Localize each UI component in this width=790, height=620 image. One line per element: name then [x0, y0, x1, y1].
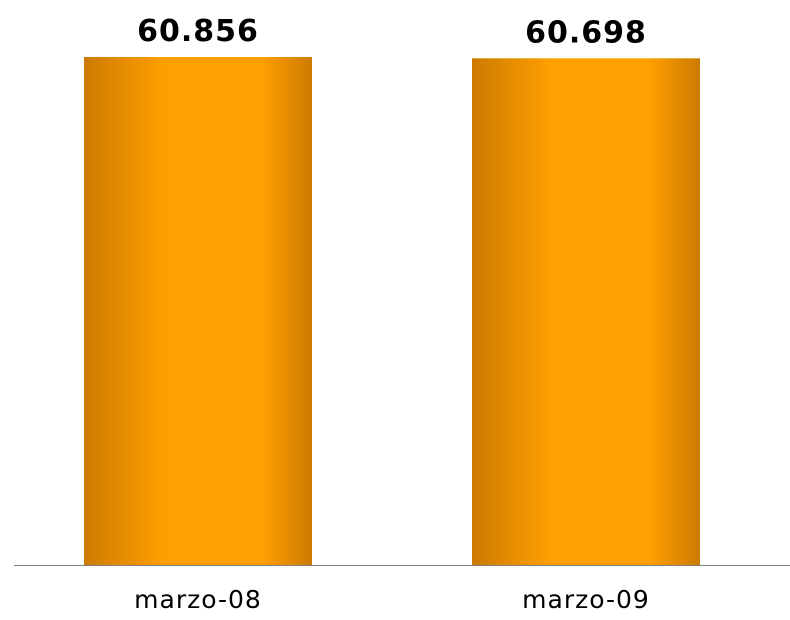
bars-layer — [84, 57, 700, 566]
data-labels-layer: 60.856 60.698 — [137, 14, 647, 50]
x-tick-label-marzo-09: marzo-09 — [522, 585, 650, 614]
x-tick-labels-layer: marzo-08 marzo-09 — [134, 585, 650, 614]
x-tick-label-marzo-08: marzo-08 — [134, 585, 262, 614]
data-label-marzo-09: 60.698 — [525, 15, 647, 50]
bar-marzo-09 — [472, 58, 700, 566]
data-label-marzo-08: 60.856 — [137, 14, 259, 49]
bar-marzo-08 — [84, 57, 312, 565]
